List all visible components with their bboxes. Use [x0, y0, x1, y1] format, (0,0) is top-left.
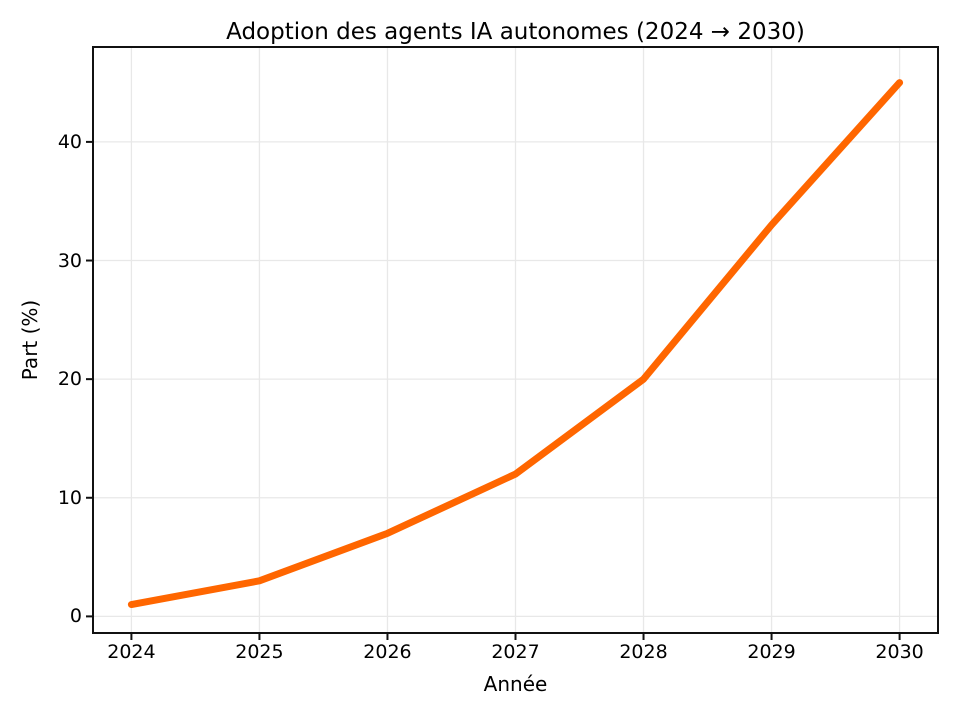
- y-tick-label: 30: [57, 249, 82, 272]
- x-tick-label: 2029: [747, 641, 796, 663]
- y-tick-label: 40: [57, 130, 82, 153]
- x-axis-label: Année: [483, 672, 548, 696]
- x-tick-label: 2025: [235, 641, 284, 663]
- y-tick-label: 10: [57, 486, 82, 509]
- chart-title: Adoption des agents IA autonomes (2024 →…: [226, 19, 805, 45]
- data-line: [127, 79, 904, 609]
- x-tick-label: 2027: [491, 641, 540, 663]
- x-tick-label: 2028: [619, 641, 668, 663]
- x-tick-label: 2026: [363, 641, 412, 663]
- y-tick-label: 20: [57, 368, 82, 391]
- x-tick-label: 2030: [875, 641, 924, 663]
- x-tick-label: 2024: [107, 641, 156, 663]
- y-tick-label: 0: [69, 605, 82, 628]
